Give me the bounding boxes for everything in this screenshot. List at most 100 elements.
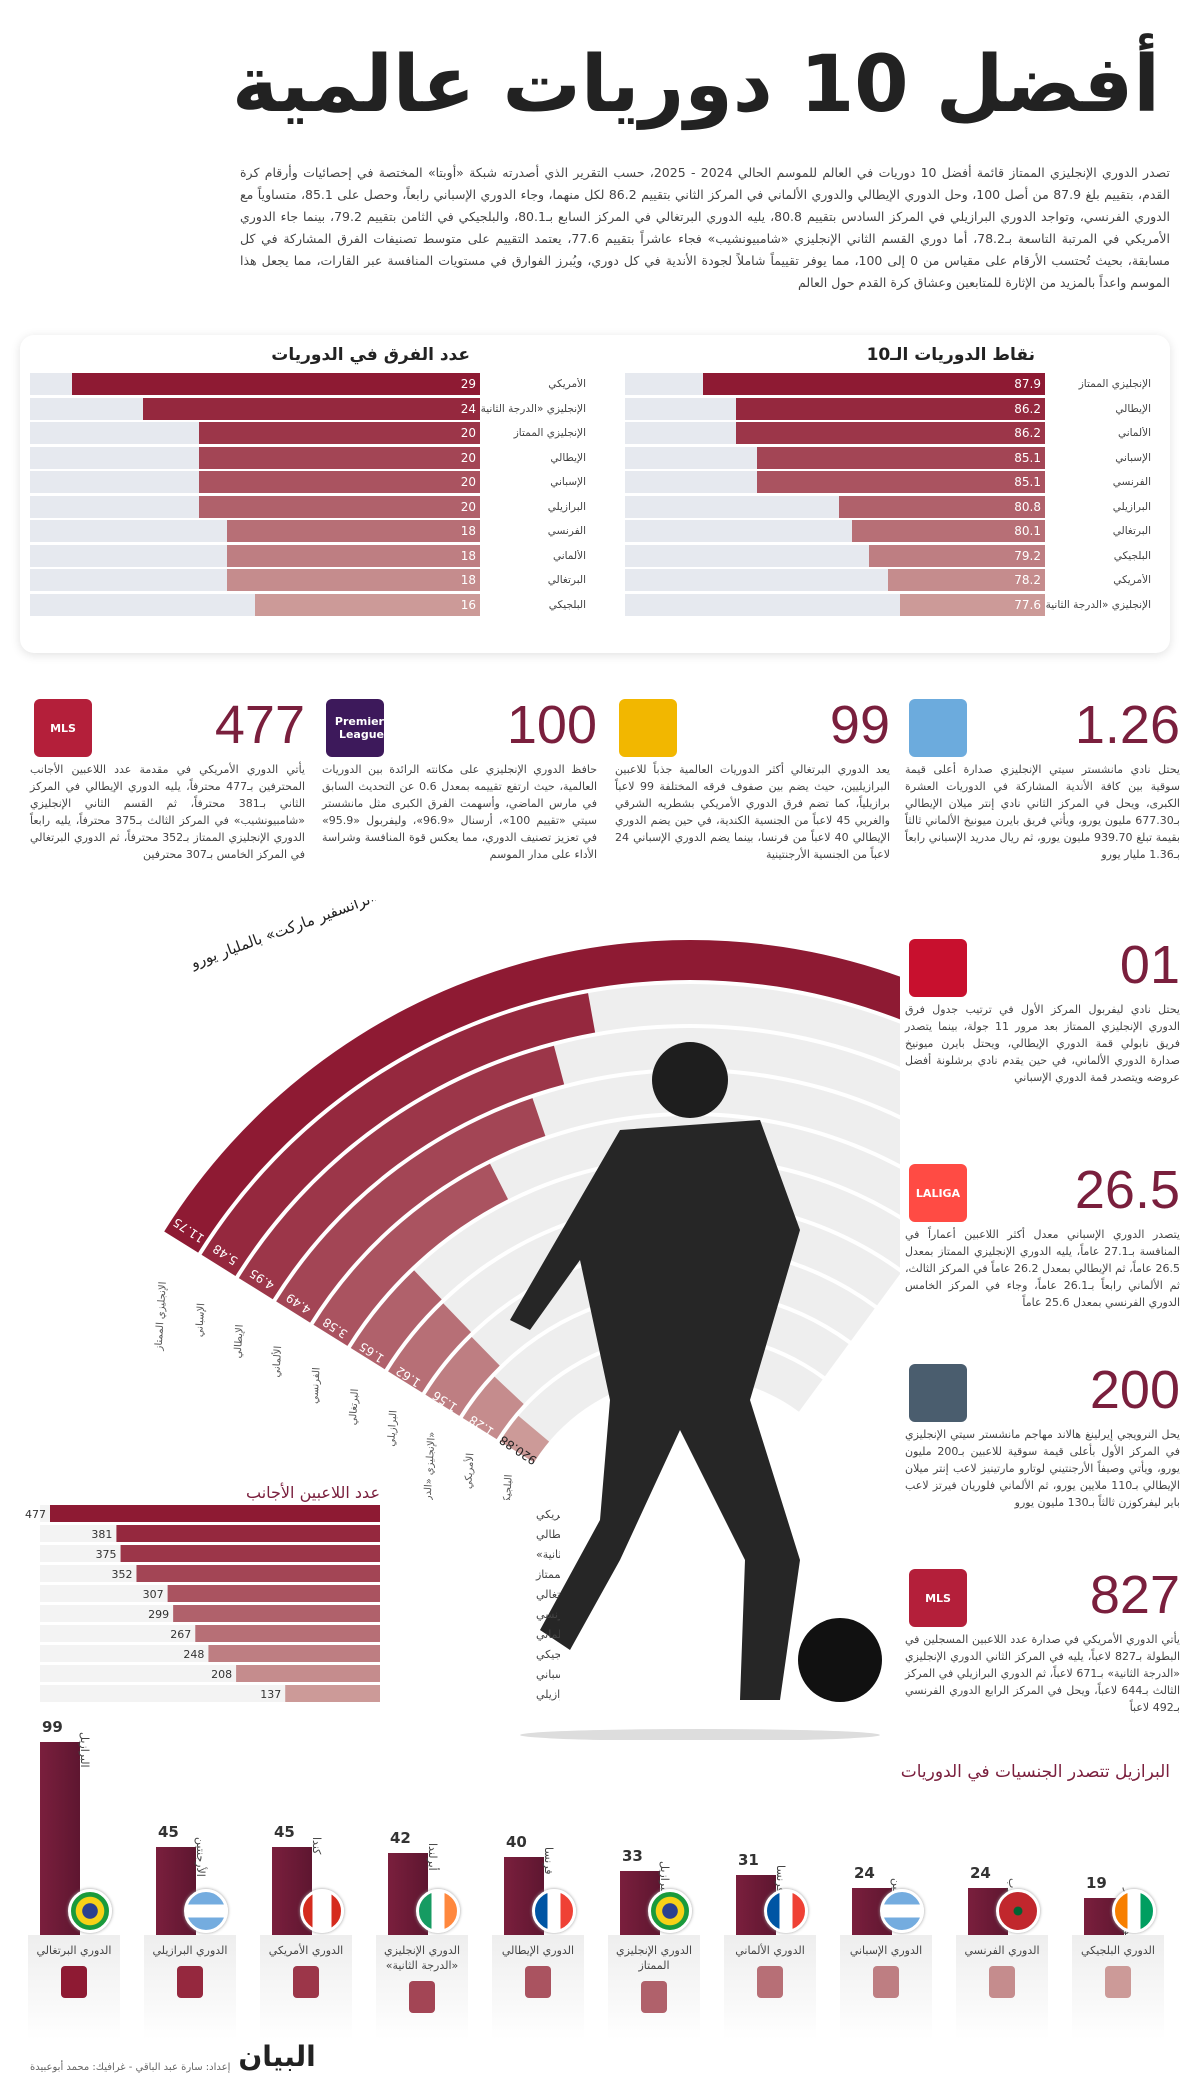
radial-label: الألماني xyxy=(269,1345,284,1377)
row-label: الإنجليزي «الدرجة الثانية» xyxy=(1045,598,1151,611)
canada-flag-icon xyxy=(300,1889,344,1933)
foreign-players-bar xyxy=(136,1565,380,1582)
bar-track: 87.9 xyxy=(625,373,1045,395)
league-point-row: الإسباني 85.1 xyxy=(625,446,1155,469)
bar-track: 20 xyxy=(30,422,480,444)
row-label: الأمريكي xyxy=(548,378,586,390)
league-logo-icon xyxy=(641,1981,667,2013)
bar: 24 xyxy=(142,397,480,420)
intro-paragraph: تصدر الدوري الإنجليزي الممتاز قائمة أفضل… xyxy=(240,165,1170,290)
league-box: الدوري الإسباني xyxy=(840,1935,932,2040)
bar-value: 20 xyxy=(460,450,476,465)
league-name: الدوري الفرنسي xyxy=(964,1944,1040,1957)
bar-label: الدوري البلجيكي xyxy=(536,1648,560,1661)
stat-block: Premier League 100 حافظ الدوري الإنجليزي ع… xyxy=(322,695,597,863)
stat-number: 01 xyxy=(1119,935,1180,995)
team-count-row: البلجيكي 16 xyxy=(30,593,590,616)
nationality-value: 42 xyxy=(390,1829,411,1848)
foreign-players-bar xyxy=(167,1585,380,1602)
row-label: الألماني xyxy=(552,549,586,562)
nationality-value: 45 xyxy=(158,1823,179,1842)
bar-value: 381 xyxy=(91,1528,112,1541)
bar-track: 79.2 xyxy=(625,544,1045,567)
bar-track: 18 xyxy=(30,544,480,567)
morocco-flag-icon xyxy=(996,1889,1040,1933)
player-body xyxy=(510,1120,800,1700)
bar: 87.9 xyxy=(703,373,1045,395)
bar-track: 85.1 xyxy=(625,446,1045,469)
bar-value: 80.8 xyxy=(1014,499,1041,514)
radial-label: الفرنسي xyxy=(309,1367,322,1404)
bar: 80.8 xyxy=(838,495,1045,518)
credits: إعداد: سارة عبد الباقي - غرافيك: محمد أب… xyxy=(30,2062,231,2073)
bar-track: 86.2 xyxy=(625,397,1045,420)
radial-bar xyxy=(500,1415,550,1463)
league-point-row: الإنجليزي الممتاز 87.9 xyxy=(625,373,1155,395)
bar-value: 299 xyxy=(148,1608,169,1621)
bar-label: الدوري الفرنسي xyxy=(536,1608,560,1621)
bar-value: 375 xyxy=(96,1548,117,1561)
bar: 86.2 xyxy=(735,422,1045,444)
league-box: الدوري الإيطالي xyxy=(492,1935,584,2040)
row-label: البرازيلي xyxy=(1112,500,1151,513)
bar-label: الدوري الإسباني xyxy=(536,1668,560,1681)
radial-label: البلجيكي xyxy=(502,1474,515,1500)
row-label: الإيطالي xyxy=(1115,402,1151,415)
stat-text: يأتي الدوري الأمريكي في صدارة عدد اللاعب… xyxy=(905,1633,1180,1714)
bar-label: الدوري الإنجليزي الممتاز xyxy=(535,1568,560,1581)
league-name: الدوري الإنجليزي «الدرجة الثانية» xyxy=(383,1944,461,1972)
nationality-value: 40 xyxy=(506,1833,527,1851)
bar-track: 85.1 xyxy=(625,471,1045,493)
bar-track: 20 xyxy=(30,471,480,493)
radial-bar xyxy=(201,993,596,1276)
foreign-players-bar xyxy=(173,1605,380,1622)
foreign-players-bar xyxy=(285,1685,380,1702)
league-logo-icon xyxy=(409,1981,435,2013)
stat-block: 01 يحتل نادي ليفربول المركز الأول في ترتي… xyxy=(905,935,1180,1086)
league-logo-icon xyxy=(873,1966,899,1998)
stat-block: 200 يحل النرويجي إيرلينغ هالاند مهاجم مان… xyxy=(905,1360,1180,1511)
bar-value: 20 xyxy=(460,426,476,440)
bar-track: 78.2 xyxy=(625,569,1045,591)
argentina-flag-icon xyxy=(880,1889,924,1933)
nationality-column: 45 الأرجنتين الدوري البرازيلي xyxy=(136,1730,246,2040)
bar-value: 18 xyxy=(460,548,476,563)
league-name: الدوري الإيطالي xyxy=(501,1944,575,1957)
bar-track: 80.8 xyxy=(625,495,1045,518)
nationality-value: 24 xyxy=(854,1864,875,1883)
country-label: البرازيل xyxy=(78,1731,91,1768)
stat-block: MLS 477 يأتي الدوري الأمريكي في مقدمة عدد … xyxy=(30,695,305,863)
teams-count-chart: عدد الفرق في الدوريات الأمريكي 29 الإنجليزي… xyxy=(30,345,590,618)
foreign-players-bar xyxy=(208,1645,380,1662)
league-logo-icon xyxy=(757,1966,783,1998)
footer: البيان إعداد: سارة عبد الباقي - غرافيك: … xyxy=(30,2040,316,2073)
bar-value: 86.2 xyxy=(1014,426,1041,440)
foreign-players-bar xyxy=(116,1525,380,1542)
nationalities-chart: 99 البرازيل الدوري البرتغالي 45 الأرجنتي… xyxy=(20,1718,1180,2040)
radial-label: الأمريكي xyxy=(461,1453,476,1490)
league-box: الدوري البلجيكي xyxy=(1072,1935,1164,2040)
liga-portugal-logo-icon xyxy=(619,699,677,757)
team-count-row: البرازيلي 20 xyxy=(30,495,590,518)
brazil-flag-icon xyxy=(648,1889,692,1933)
league-name: الدوري الإنجليزي الممتاز xyxy=(615,1944,693,1972)
team-count-row: الألماني 18 xyxy=(30,544,590,567)
bar-value: 29 xyxy=(460,377,476,391)
mls-logo-icon: MLS xyxy=(909,1569,967,1627)
bar-label: الدوري البرتغالي xyxy=(536,1588,560,1601)
stat-text: يأتي الدوري الأمريكي في مقدمة عدد اللاعب… xyxy=(30,763,305,861)
ground-shadow xyxy=(520,1729,880,1740)
man-city-badge-icon xyxy=(909,699,967,757)
ireland-flag-icon xyxy=(416,1889,460,1933)
bar-value: 352 xyxy=(111,1568,132,1581)
league-name: الدوري الإسباني xyxy=(849,1944,923,1957)
bar-value: 85.1 xyxy=(1014,450,1041,465)
bar-value: 477 xyxy=(25,1508,46,1521)
row-label: البرتغالي xyxy=(547,574,586,586)
foreign-players-chart: 477 الدوري الأمريكي 381 الدوري الإيطالي 375 ا… xyxy=(25,1505,560,1702)
league-logo-icon xyxy=(989,1966,1015,1998)
premier-league-logo-icon: Premier League xyxy=(326,699,384,757)
bar: 85.1 xyxy=(756,446,1045,469)
nationality-column: 99 البرازيل الدوري البرتغالي xyxy=(20,1718,130,2040)
stat-text: حافظ الدوري الإنجليزي على مكانته الرائدة… xyxy=(322,763,598,861)
